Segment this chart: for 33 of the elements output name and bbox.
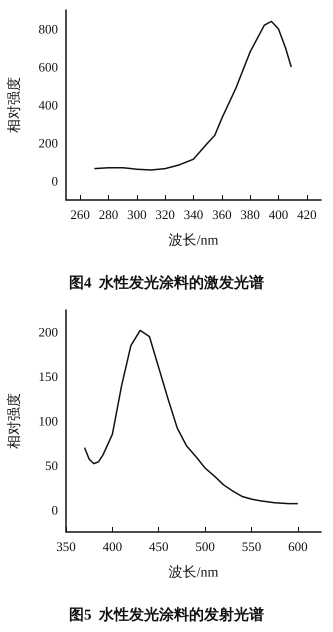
x-tick-label: 600 <box>288 539 308 554</box>
x-tick-label: 500 <box>195 539 215 554</box>
x-tick-label: 280 <box>98 207 118 222</box>
text: 图4 水性发光涂料的激发光谱 <box>69 274 264 292</box>
line-series <box>84 330 299 504</box>
text: 图5 水性发光涂料的发射光谱 <box>69 606 264 624</box>
y-axis-title: 相对强度 <box>6 393 22 449</box>
y-tick-label: 100 <box>38 414 58 428</box>
x-tick-label: 350 <box>56 539 76 554</box>
y-tick-label: 50 <box>45 458 58 473</box>
x-tick-label: 360 <box>212 207 232 222</box>
y-tick-label: 600 <box>38 60 58 74</box>
y-tick-label: 200 <box>38 324 58 340</box>
y-tick-label: 400 <box>38 98 58 112</box>
x-tick-label: 380 <box>240 207 260 222</box>
x-tick-label: 550 <box>242 539 262 554</box>
x-tick-label: 420 <box>297 207 317 222</box>
line-series <box>94 20 292 171</box>
x-tick-label: 320 <box>155 207 175 222</box>
y-tick-label: 200 <box>38 136 58 150</box>
x-tick-label: 400 <box>268 207 288 222</box>
x-tick-label: 260 <box>70 207 90 222</box>
y-tick-label: 150 <box>38 369 58 384</box>
x-axis-title: 波长/nm <box>168 564 218 580</box>
x-tick-label: 300 <box>127 207 147 222</box>
x-tick-label: 400 <box>102 539 122 554</box>
y-tick-label: 0 <box>52 502 58 518</box>
y-tick-label: 800 <box>38 22 58 36</box>
y-axis-title: 相对强度 <box>6 77 22 133</box>
x-tick-label: 450 <box>148 539 168 554</box>
y-tick-label: 0 <box>52 174 58 188</box>
x-axis-title: 波长/nm <box>168 232 218 248</box>
x-tick-label: 340 <box>184 207 204 222</box>
